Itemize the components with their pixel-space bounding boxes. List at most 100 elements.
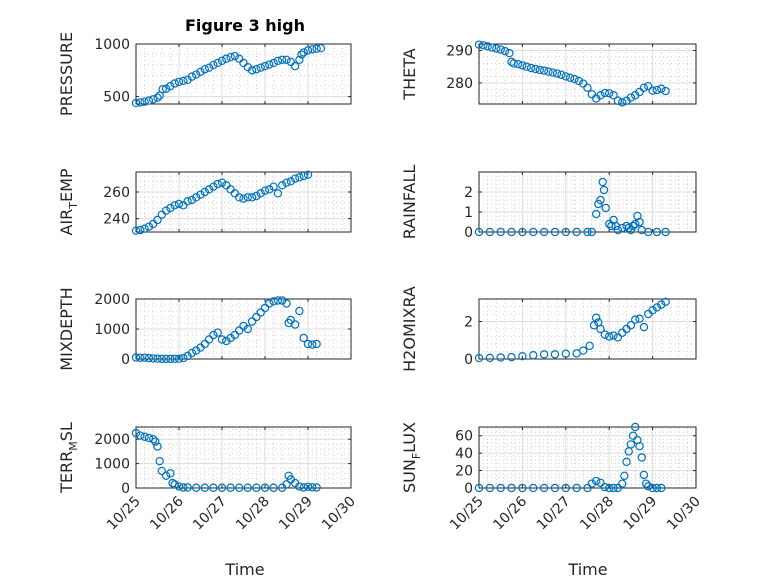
axes-frame [478, 43, 697, 105]
data-point [496, 353, 505, 362]
data-point [256, 63, 265, 72]
data-point [624, 223, 633, 233]
data-point [509, 59, 518, 68]
data-point [209, 483, 218, 492]
data-point [131, 428, 141, 438]
data-point [505, 48, 514, 58]
data-point [613, 333, 623, 342]
data-point [204, 63, 214, 72]
y-axis-label: H2OMIXRA [400, 286, 419, 372]
data-point [187, 348, 197, 358]
x-tick-label: 10/26 [147, 493, 187, 533]
data-point [596, 195, 605, 205]
data-point [290, 174, 300, 183]
y-tick-label: 290 [446, 43, 473, 59]
data-point [513, 59, 523, 69]
data-point [273, 56, 283, 66]
data-point [591, 209, 601, 219]
y-tick-label: 2000 [94, 292, 130, 308]
subplot-4: 0 1 2 RAINFALL [400, 165, 697, 241]
data-point [153, 442, 162, 451]
data-point [243, 483, 252, 492]
data-point [628, 221, 638, 231]
data-point [196, 67, 205, 77]
data-point [518, 483, 527, 493]
subplot-7: 0 1000 2000 10/25 10/26 10/27 10/28 10/29 10/30 T… [57, 422, 359, 533]
data-point [599, 185, 609, 195]
data-point [148, 354, 158, 363]
data-point [648, 306, 657, 315]
data-point [657, 84, 666, 93]
data-point [153, 215, 162, 225]
data-point [144, 96, 154, 105]
data-point [639, 470, 649, 480]
data-point [140, 224, 149, 233]
data-point [282, 480, 291, 489]
data-point [161, 84, 171, 93]
data-point [290, 61, 300, 71]
data-point [591, 476, 601, 486]
data-point [303, 482, 313, 491]
data-point [583, 83, 592, 92]
data-point [648, 483, 657, 493]
data-point [483, 42, 492, 51]
data-point [531, 64, 540, 74]
data-point [618, 98, 627, 107]
data-point [234, 326, 244, 335]
data-point [230, 330, 240, 340]
x-axis-label-right: Time [567, 560, 607, 579]
x-tick-label: 10/27 [534, 494, 574, 534]
y-tick-label: 1000 [94, 37, 130, 53]
data-point [308, 45, 317, 54]
data-point [265, 60, 274, 69]
data-point [648, 86, 657, 95]
data-point [626, 440, 636, 449]
data-point [570, 74, 579, 84]
data-point [213, 179, 222, 189]
data-point [561, 227, 571, 237]
data-point [200, 65, 209, 74]
data-point [299, 171, 308, 181]
data-point [496, 227, 505, 237]
data-point [297, 50, 306, 59]
data-point [260, 303, 270, 313]
data-point [260, 483, 270, 492]
data-point [131, 353, 141, 362]
axes-frame [135, 43, 352, 105]
data-point [273, 189, 283, 198]
data-point [200, 483, 209, 492]
data-point [609, 331, 618, 340]
data-point [635, 441, 644, 451]
data-point [507, 227, 516, 237]
data-point [518, 351, 527, 361]
data-point [183, 197, 192, 206]
data-point [308, 483, 317, 492]
data-point [187, 72, 197, 81]
data-point [641, 479, 651, 488]
y-tick-label: 2 [464, 185, 473, 201]
data-point [153, 93, 162, 102]
data-point [191, 70, 201, 79]
y-tick-label: 2000 [94, 432, 130, 448]
data-point [529, 351, 538, 360]
data-point [507, 483, 516, 493]
data-point [631, 219, 640, 229]
data-point [303, 170, 313, 179]
data-point [166, 469, 175, 478]
y-tick-label: 500 [103, 90, 130, 106]
data-point [222, 54, 231, 63]
data-point [544, 67, 553, 76]
data-point [591, 313, 601, 322]
data-point [631, 422, 640, 432]
data-point [157, 354, 166, 364]
y-tick-label: 1 [464, 205, 473, 221]
data-point [661, 227, 670, 237]
data-point [485, 483, 495, 493]
data-point [600, 88, 610, 98]
data-point [179, 76, 188, 86]
data-point [609, 483, 618, 493]
data-point [529, 227, 538, 237]
data-point [496, 45, 505, 54]
data-point [594, 199, 603, 209]
